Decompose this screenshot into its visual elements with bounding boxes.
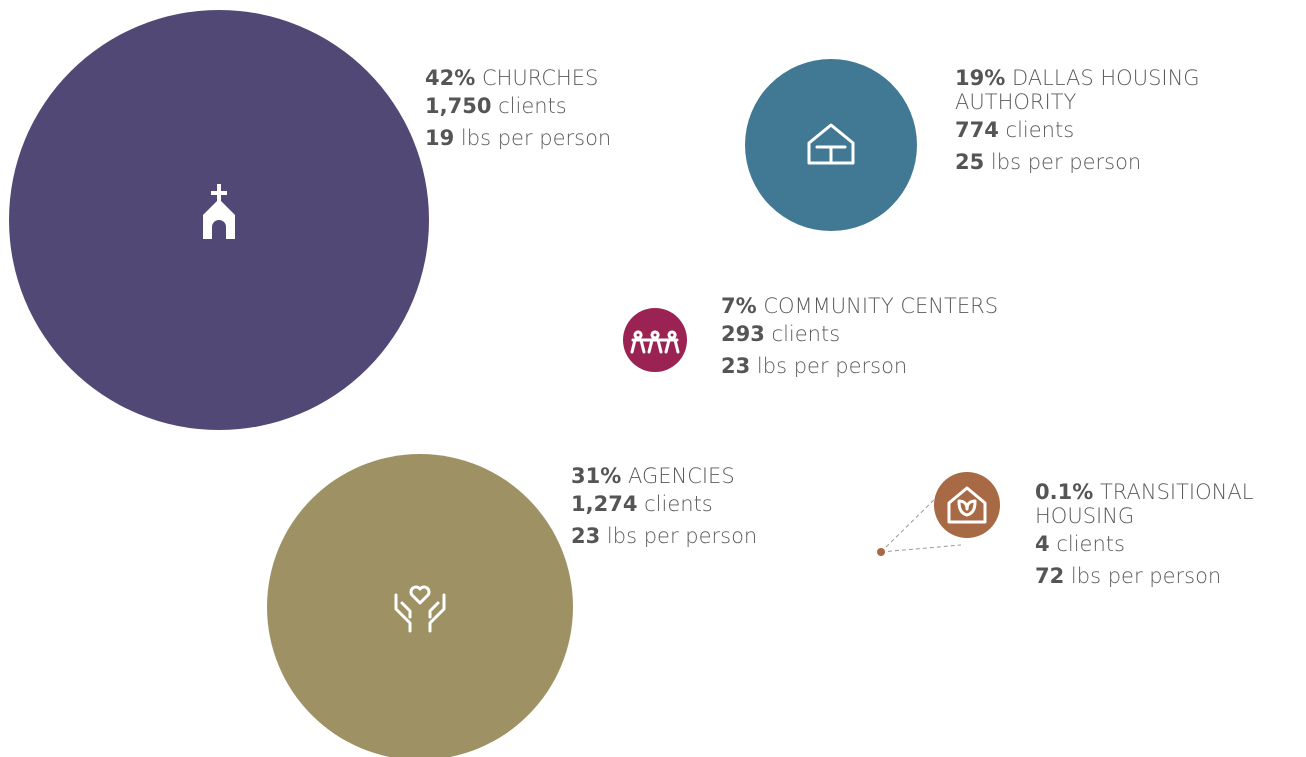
info-block: 7% COMMUNITY CENTERS 293 clients 23 lbs pe… — [721, 294, 1121, 382]
lbs-value: 72 — [1035, 564, 1065, 588]
lbs: 23 lbs per person — [721, 350, 1121, 382]
lbs-value: 23 — [721, 354, 751, 378]
lbs-unit: lbs per person — [756, 354, 908, 378]
lbs: 25 lbs per person — [955, 146, 1255, 178]
callout-line — [880, 544, 962, 553]
clients-value: 4 — [1035, 532, 1050, 556]
clients-unit: clients — [644, 492, 713, 516]
lbs-unit: lbs per person — [606, 524, 758, 548]
icon — [203, 184, 235, 239]
icon — [394, 585, 446, 633]
clients-unit: clients — [498, 94, 567, 118]
category-label: CHURCHES — [481, 66, 599, 90]
callout-dot — [877, 548, 885, 556]
percent-label: 7% — [721, 294, 757, 318]
clients-value: 1,750 — [425, 94, 492, 118]
info-block: 0.1% TRANSITIONAL HOUSING 4 clients 72 lbs… — [1035, 480, 1303, 592]
category-label: COMMUNITY CENTERS — [763, 294, 999, 318]
bubble — [267, 454, 573, 757]
clients-unit: clients — [771, 322, 841, 346]
clients-value: 1,274 — [571, 492, 638, 516]
info-block: 31% AGENCIES 1,274 clients 23 lbs per pers… — [571, 464, 871, 552]
icon — [807, 123, 855, 165]
clients: 1,750 clients — [425, 90, 725, 122]
percent-label: 0.1% — [1035, 480, 1094, 504]
category-label: DALLAS HOUSING AUTHORITY — [955, 66, 1200, 114]
icon — [630, 330, 680, 354]
lbs: 23 lbs per person — [571, 520, 871, 552]
clients: 293 clients — [721, 318, 1121, 350]
info-block: 42% CHURCHES 1,750 clients 19 lbs per pers… — [425, 66, 725, 154]
info-block: 19% DALLAS HOUSING AUTHORITY 774 clients 2… — [955, 66, 1255, 178]
heading: 31% AGENCIES — [571, 464, 871, 488]
lbs: 19 lbs per person — [425, 122, 725, 154]
category-label: TRANSITIONAL HOUSING — [1035, 480, 1254, 528]
percent-label: 42% — [425, 66, 476, 90]
heading: 42% CHURCHES — [425, 66, 725, 90]
clients-value: 774 — [955, 118, 999, 142]
percent-label: 19% — [955, 66, 1006, 90]
clients-value: 293 — [721, 322, 765, 346]
lbs-unit: lbs per person — [460, 126, 612, 150]
clients: 4 clients — [1035, 528, 1303, 560]
lbs: 72 lbs per person — [1035, 560, 1303, 592]
category-label: AGENCIES — [627, 464, 735, 488]
clients-unit: clients — [1005, 118, 1075, 142]
lbs-value: 19 — [425, 126, 455, 150]
clients-unit: clients — [1056, 532, 1125, 556]
clients: 1,274 clients — [571, 488, 871, 520]
heading: 7% COMMUNITY CENTERS — [721, 294, 1121, 318]
lbs-unit: lbs per person — [990, 150, 1142, 174]
icon — [947, 486, 987, 524]
lbs-value: 23 — [571, 524, 601, 548]
heading: 0.1% TRANSITIONAL HOUSING — [1035, 480, 1303, 528]
clients: 774 clients — [955, 114, 1255, 146]
lbs-value: 25 — [955, 150, 985, 174]
callout-line — [880, 488, 946, 553]
heading: 19% DALLAS HOUSING AUTHORITY — [955, 66, 1255, 114]
bubble — [745, 59, 917, 231]
percent-label: 31% — [571, 464, 622, 488]
lbs-unit: lbs per person — [1070, 564, 1222, 588]
